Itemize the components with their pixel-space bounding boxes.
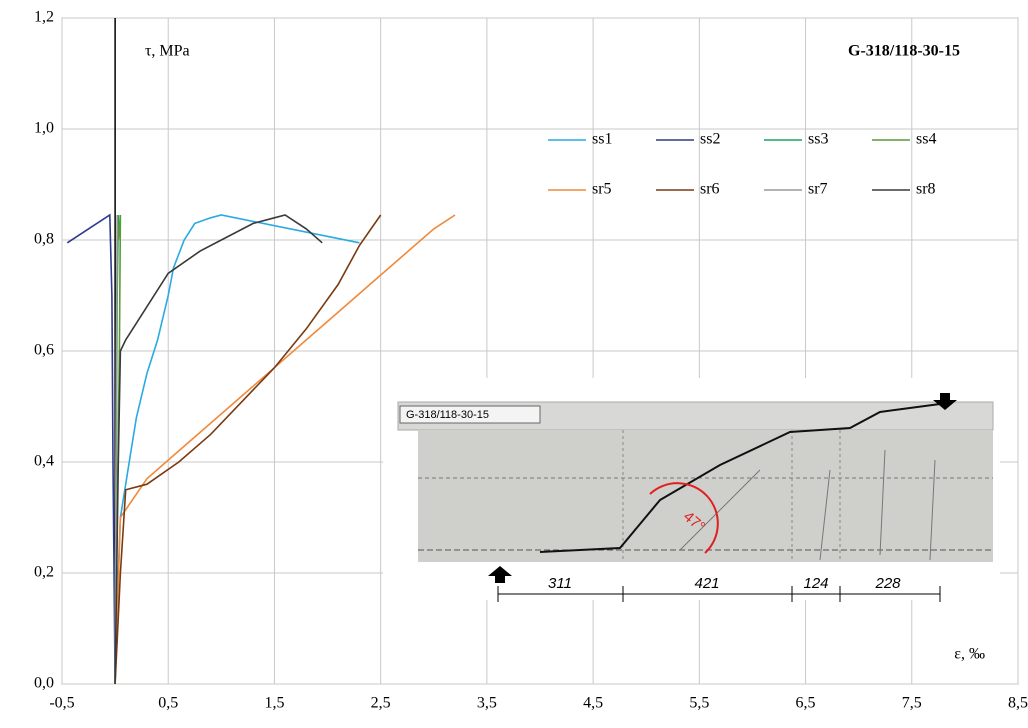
y-tick-label: 1,2 [34,9,54,26]
legend-label: sr6 [700,181,720,198]
series-line [114,214,382,685]
y-tick-label: 0,2 [34,564,54,581]
inset-label: G-318/118-30-15 [406,409,489,421]
x-tick-label: 4,5 [583,695,603,712]
series-line [114,214,360,685]
y-axis-title: τ, MPa [145,43,190,60]
series-line [114,214,118,685]
inset-photo: 47° G-318/118-30-15 311 421 124 228 [383,378,1000,602]
inset-label-box [399,405,541,424]
y-tick-label: 1,0 [34,120,54,137]
dimension-label: 228 [874,575,901,592]
legend-label: sr8 [916,181,936,198]
series-line [66,213,116,685]
y-tick-label: 0,8 [34,231,54,248]
y-tick-label: 0,0 [34,675,54,692]
crack [679,449,936,561]
series-group [66,213,456,685]
load-arrow [933,393,957,410]
dimension-label: 311 [548,575,572,592]
x-tick-label: 5,5 [689,695,709,712]
x-tick-label: 1,5 [264,695,284,712]
x-tick-label: 2,5 [371,695,391,712]
legend-label: ss1 [592,131,612,148]
support-arrow [488,566,512,583]
dimension-label: 421 [694,575,719,592]
legend-label: ss3 [808,131,828,148]
crack [539,403,941,553]
x-tick-label: -0,5 [49,695,74,712]
x-tick-label: 3,5 [477,695,497,712]
legend-label: sr7 [808,181,828,198]
grid [61,17,1019,685]
beam-web [418,430,993,562]
legend-label: ss4 [916,131,936,148]
x-tick-label: 6,5 [796,695,816,712]
x-axis-title: ε, ‰ [954,646,985,663]
y-tick-label: 0,4 [34,453,54,470]
x-tick-label: 8,5 [1008,695,1028,712]
dimension-label: 124 [803,575,828,592]
series-line [114,214,323,685]
angle-arc [649,482,719,554]
legend-label: sr5 [592,181,612,198]
legend-label: ss2 [700,131,720,148]
chart-title: G-318/118-30-15 [848,43,960,60]
x-tick-label: 0,5 [158,695,178,712]
y-tick-label: 0,6 [34,342,54,359]
x-tick-label: 7,5 [902,695,922,712]
